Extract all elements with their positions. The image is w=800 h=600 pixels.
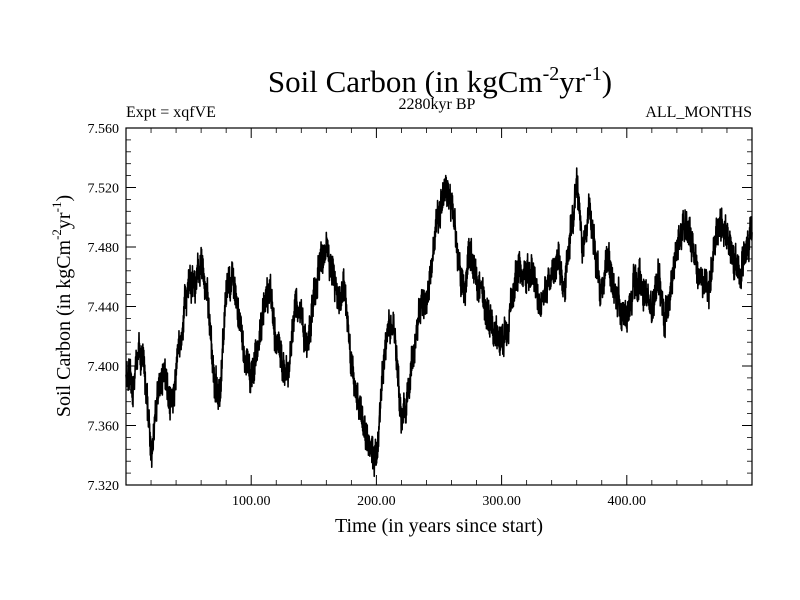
y-tick-label: 7.440 — [88, 301, 120, 316]
y-tick-label: 7.360 — [88, 420, 120, 435]
y-axis-label-mid: yr — [53, 212, 75, 229]
chart-title-sup2: -1 — [585, 63, 602, 85]
y-axis-label: Soil Carbon (in kgCm-2yr-1) — [49, 195, 75, 417]
y-axis-label-sup1: -2 — [49, 229, 64, 240]
chart-title: Soil Carbon (in kgCm-2yr-1) — [268, 63, 612, 99]
data-series — [125, 167, 753, 478]
x-tick-label: 400.00 — [608, 494, 647, 509]
x-axis-label: Time (in years since start) — [335, 515, 543, 537]
y-tick-label: 7.560 — [88, 122, 120, 137]
chart-title-sup1: -2 — [543, 63, 560, 85]
axis-tick-labels: 7.320 7.360 7.400 7.440 7.480 7.520 7.560 100.0… — [88, 122, 647, 509]
y-axis-label-end: ) — [53, 195, 75, 202]
y-tick-label: 7.480 — [88, 241, 120, 256]
subtitle-months: ALL_MONTHS — [645, 104, 752, 121]
axis-ticks — [126, 127, 752, 486]
y-tick-label: 7.400 — [88, 360, 120, 375]
chart-title-end: ) — [602, 64, 612, 99]
chart-title-mid: yr — [559, 64, 586, 99]
x-tick-label: 300.00 — [482, 494, 521, 509]
y-tick-label: 7.320 — [88, 479, 120, 494]
y-tick-label: 7.520 — [88, 182, 120, 197]
y-axis-label-main: Soil Carbon (in kgCm — [53, 239, 75, 417]
subtitle-period: 2280kyr BP — [399, 96, 476, 113]
plot-frame — [125, 127, 753, 486]
x-tick-label: 100.00 — [232, 494, 271, 509]
x-tick-label: 200.00 — [357, 494, 396, 509]
subtitle-expt: Expt = xqfVE — [126, 104, 216, 121]
series-line-soil-carbon — [125, 167, 753, 478]
chart-title-main: Soil Carbon (in kgCm — [268, 64, 543, 99]
y-axis-label-sup2: -1 — [49, 202, 64, 213]
